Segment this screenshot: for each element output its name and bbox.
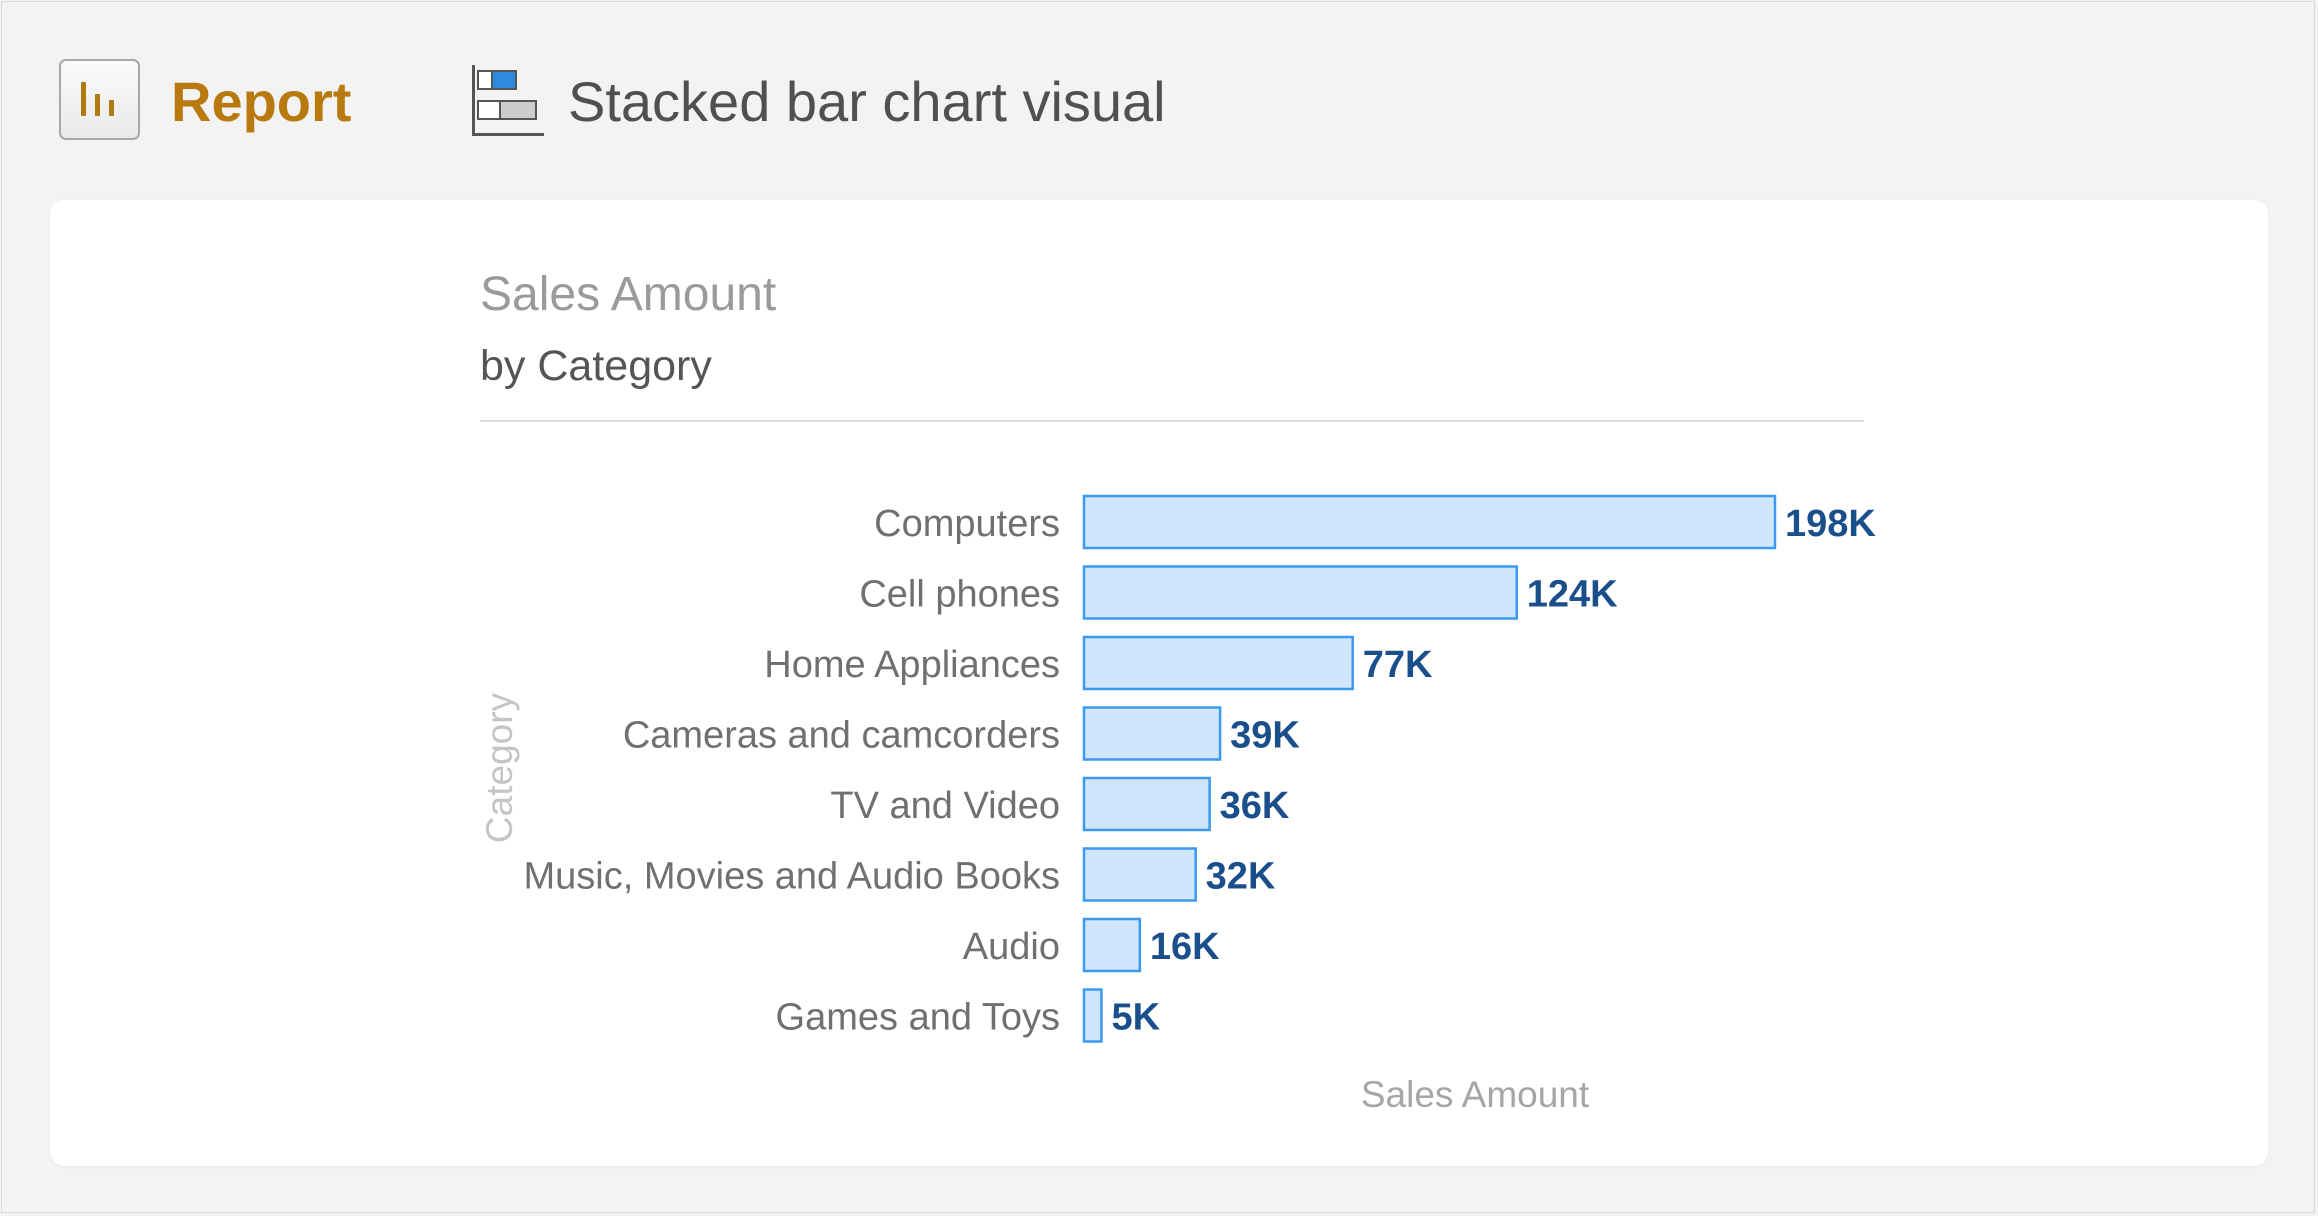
header: Report Stacked bar chart visual <box>0 0 2318 200</box>
bar[interactable] <box>1082 565 1518 620</box>
chart-subtitle: by Category <box>480 342 712 390</box>
stacked-bar-chart-icon <box>472 65 544 136</box>
category-tick-label: Cell phones <box>859 574 1060 616</box>
data-label: 39K <box>1230 715 1300 757</box>
bar[interactable] <box>1082 635 1354 691</box>
bar[interactable] <box>1082 988 1103 1043</box>
category-tick-label: Audio <box>963 926 1060 968</box>
bar[interactable] <box>1082 706 1222 761</box>
bar[interactable] <box>1082 847 1197 902</box>
report-bar-icon[interactable] <box>59 59 140 140</box>
data-label: 32K <box>1206 856 1276 898</box>
report-label[interactable]: Report <box>171 70 352 133</box>
chart-title: Sales Amount <box>480 268 777 321</box>
data-label: 16K <box>1150 926 1220 968</box>
y-axis-title: Category <box>479 692 520 843</box>
title-divider <box>480 420 1864 422</box>
category-tick-label: Music, Movies and Audio Books <box>524 856 1061 898</box>
x-axis-title: Sales Amount <box>1361 1074 1590 1115</box>
data-label: 77K <box>1363 644 1433 686</box>
category-tick-label: Cameras and camcorders <box>623 715 1060 757</box>
category-tick-label: Computers <box>874 503 1060 545</box>
bar[interactable] <box>1082 776 1211 832</box>
bar[interactable] <box>1082 917 1142 973</box>
category-tick-label: Home Appliances <box>764 644 1060 686</box>
category-tick-label: TV and Video <box>830 785 1060 827</box>
data-label: 36K <box>1220 785 1290 827</box>
data-label: 5K <box>1111 997 1160 1039</box>
data-label: 198K <box>1785 503 1876 545</box>
bar[interactable] <box>1082 494 1777 550</box>
category-tick-label: Games and Toys <box>776 997 1060 1039</box>
data-label: 124K <box>1527 574 1618 616</box>
visual-label: Stacked bar chart visual <box>568 70 1166 133</box>
